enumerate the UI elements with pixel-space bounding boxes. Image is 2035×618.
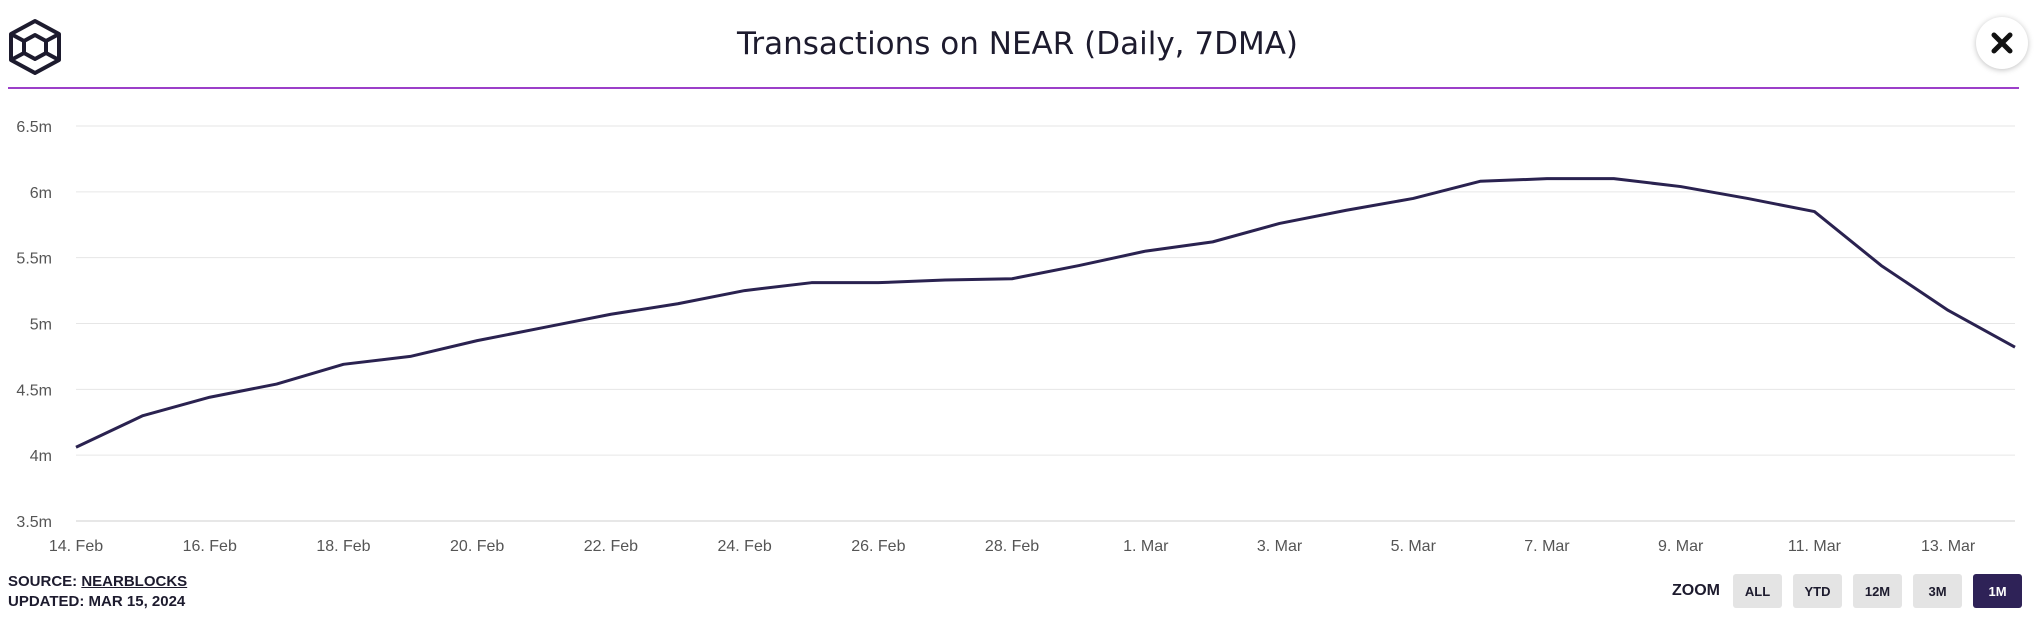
x-tick-label: 5. Mar (1391, 538, 1437, 555)
data-point[interactable] (606, 309, 616, 319)
data-point[interactable] (1141, 246, 1151, 256)
chart-title: Transactions on NEAR (Daily, 7DMA) (736, 26, 1299, 62)
x-tick-label: 26. Feb (851, 538, 905, 555)
updated-line: UPDATED: MAR 15, 2024 (8, 593, 186, 610)
data-point[interactable] (539, 322, 549, 332)
y-tick-label: 3.5m (16, 514, 52, 531)
data-point[interactable] (1876, 261, 1886, 271)
y-tick-label: 4.5m (16, 382, 52, 399)
source-label: SOURCE: (8, 573, 82, 590)
data-point[interactable] (1609, 174, 1619, 184)
y-tick-label: 6.5m (16, 119, 52, 136)
data-point[interactable] (1341, 205, 1351, 215)
cube-logo-icon (9, 19, 61, 75)
y-tick-label: 6m (30, 185, 52, 202)
y-tick-label: 5m (30, 317, 52, 334)
data-point[interactable] (138, 411, 148, 421)
data-point[interactable] (806, 278, 816, 288)
grid-lines (76, 125, 2015, 522)
data-point[interactable] (1208, 237, 1218, 247)
x-tick-label: 13. Mar (1921, 538, 1976, 555)
data-point[interactable] (1275, 218, 1285, 228)
data-point[interactable] (673, 299, 683, 309)
data-point[interactable] (405, 351, 415, 361)
x-tick-label: 14. Feb (49, 538, 103, 555)
close-button[interactable] (1976, 17, 2028, 69)
data-point[interactable] (472, 336, 482, 346)
data-point[interactable] (205, 392, 215, 402)
x-tick-label: 18. Feb (316, 538, 370, 555)
x-tick-label: 1. Mar (1123, 538, 1169, 555)
data-point[interactable] (1676, 182, 1686, 192)
data-point[interactable] (1074, 261, 1084, 271)
y-axis-labels: 3.5m 4m 4.5m 5m 5.5m 6m 6.5m (16, 119, 52, 531)
data-point[interactable] (1007, 274, 1017, 284)
source-link[interactable]: NEARBLOCKS (81, 573, 188, 590)
x-tick-label: 7. Mar (1524, 538, 1570, 555)
series-line (75, 177, 2016, 449)
data-point[interactable] (873, 278, 883, 288)
x-tick-label: 3. Mar (1257, 538, 1303, 555)
data-point[interactable] (1809, 207, 1819, 217)
zoom-label: ZOOM (1672, 582, 1720, 599)
x-tick-label: 9. Mar (1658, 538, 1704, 555)
zoom-all-button[interactable]: ALL (1733, 574, 1782, 608)
y-tick-label: 4m (30, 448, 52, 465)
x-tick-label: 16. Feb (183, 538, 237, 555)
data-point[interactable] (1743, 193, 1753, 203)
data-point[interactable] (1943, 305, 1953, 315)
x-tick-label: 28. Feb (985, 538, 1039, 555)
data-point[interactable] (272, 379, 282, 389)
header-divider (8, 87, 2019, 89)
data-point[interactable] (1408, 193, 1418, 203)
close-icon (1991, 32, 2013, 54)
zoom-1m-button[interactable]: 1M (1973, 574, 2022, 608)
data-point[interactable] (2010, 342, 2020, 352)
source-line: SOURCE: NEARBLOCKS (8, 572, 187, 592)
series-layer (71, 174, 2020, 452)
x-tick-label: 22. Feb (584, 538, 638, 555)
zoom-3m-button[interactable]: 3M (1913, 574, 1962, 608)
x-tick-label: 11. Mar (1788, 538, 1842, 555)
chart-footer: SOURCE: NEARBLOCKS UPDATED: MAR 15, 2024 (8, 572, 187, 612)
data-point[interactable] (338, 359, 348, 369)
data-point[interactable] (740, 286, 750, 296)
data-point[interactable] (71, 442, 81, 452)
x-tick-label: 20. Feb (450, 538, 504, 555)
x-axis-labels: 14. Feb 16. Feb 18. Feb 20. Feb 22. Feb 24. F… (49, 538, 1976, 555)
data-point[interactable] (940, 275, 950, 285)
zoom-12m-button[interactable]: 12M (1853, 574, 1902, 608)
data-point[interactable] (1542, 174, 1552, 184)
zoom-ytd-button[interactable]: YTD (1793, 574, 1842, 608)
x-tick-label: 24. Feb (717, 538, 771, 555)
data-point[interactable] (1475, 176, 1485, 186)
y-tick-label: 5.5m (16, 251, 52, 268)
zoom-controls: ZOOM ALL YTD 12M 3M 1M (1672, 574, 2022, 608)
